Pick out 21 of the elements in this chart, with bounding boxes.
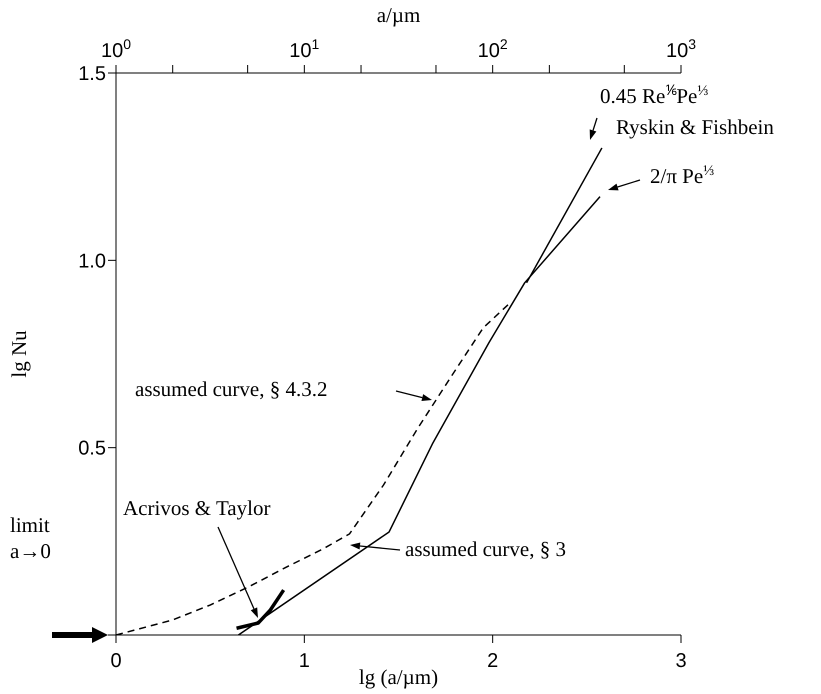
x-tick-label: 2 [487, 650, 498, 672]
annotation: 0.45 Re$^{⅙}$Pe$^{⅓}$ [600, 83, 708, 108]
x2-axis-title: a/µm [376, 3, 420, 27]
x-axis-title: lg (a/µm) [358, 665, 438, 689]
x-tick-label: 1 [298, 650, 310, 672]
x2-tick-label: 10$^{1}$ [289, 36, 320, 62]
y-tick-label: 1.0 [78, 250, 106, 272]
x2-tick-label: 10$^{0}$ [100, 36, 132, 62]
x-tick-label: 0 [110, 650, 122, 672]
annotation: Ryskin & Fishbein [616, 115, 774, 139]
y-tick-label: 0.5 [78, 438, 106, 460]
annotation: Acrivos & Taylor [123, 496, 270, 520]
annotation: assumed curve, § 4.3.2 [135, 377, 328, 401]
x2-tick-label: 10$^{2}$ [478, 36, 508, 62]
x-tick-label: 3 [675, 650, 687, 672]
x2-tick-label: 10$^{3}$ [666, 36, 696, 62]
annotation: assumed curve, § 3 [405, 537, 566, 561]
y-axis-title: lg Nu [7, 330, 31, 378]
annotation: 2/π Pe$^{⅓}$ [650, 163, 714, 188]
y-tick-label: 1.5 [78, 63, 106, 85]
text: limit a→0 [10, 513, 51, 563]
